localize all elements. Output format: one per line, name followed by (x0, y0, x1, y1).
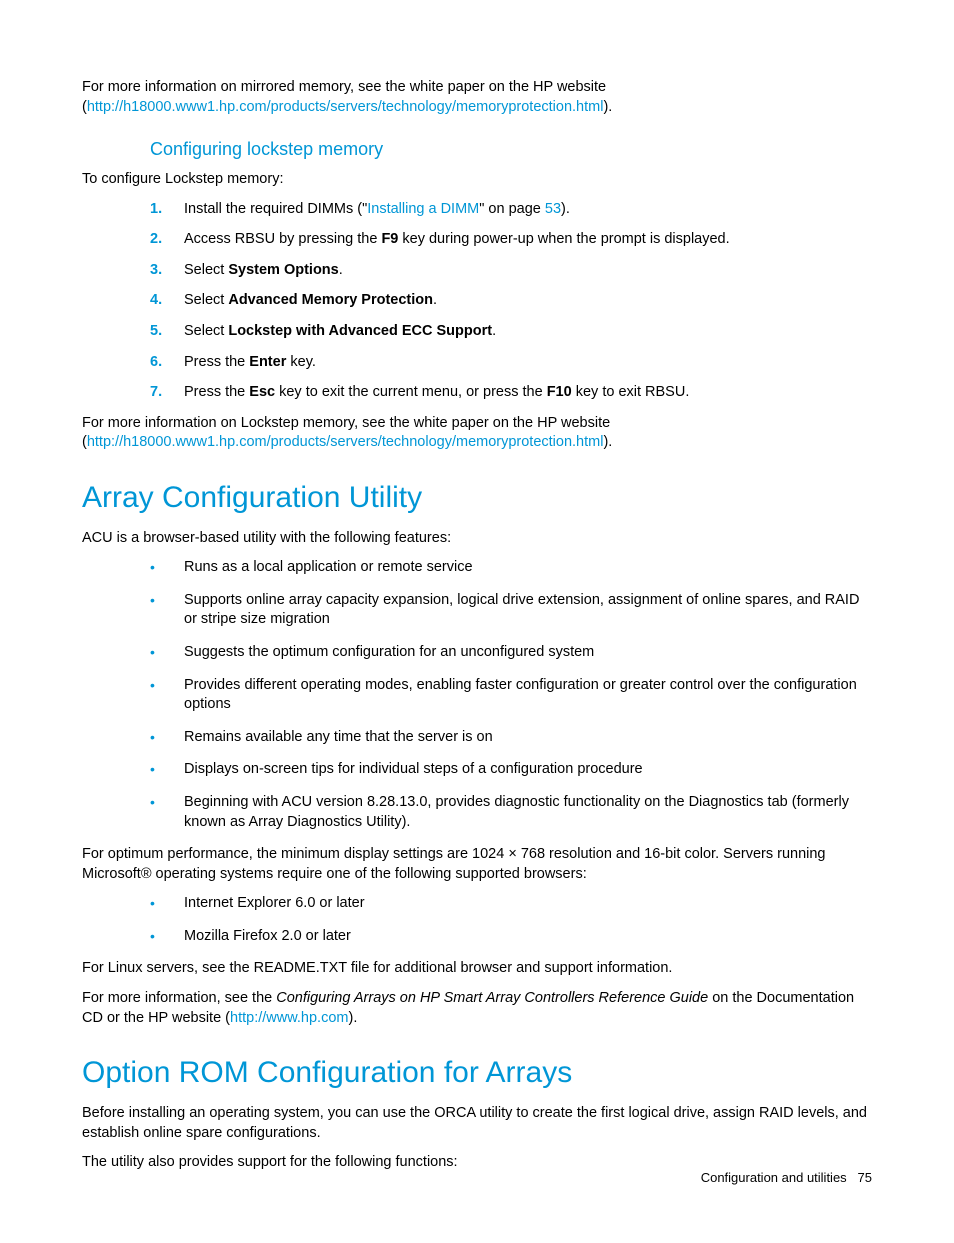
lockstep-intro: To configure Lockstep memory: (82, 170, 872, 190)
list-number: 7. (150, 383, 184, 403)
bold-text: F10 (547, 384, 572, 400)
list-item: •Displays on-screen tips for individual … (150, 760, 872, 780)
list-item: •Provides different operating modes, ena… (150, 676, 872, 715)
list-number: 1. (150, 200, 184, 220)
lockstep-steps-list: 1.Install the required DIMMs ("Installin… (150, 200, 872, 403)
list-content: Displays on-screen tips for individual s… (184, 760, 643, 780)
orca-paragraph-1: Before installing an operating system, y… (82, 1104, 872, 1143)
memoryprotection-link-1[interactable]: http://h18000.www1.hp.com/products/serve… (87, 99, 604, 115)
list-content: Beginning with ACU version 8.28.13.0, pr… (184, 793, 872, 832)
list-item: 6.Press the Enter key. (150, 353, 872, 373)
bullet-icon: • (150, 676, 184, 696)
page: For more information on mirrored memory,… (0, 0, 954, 1243)
list-content: Select System Options. (184, 261, 343, 281)
acu-intro: ACU is a browser-based utility with the … (82, 529, 872, 549)
list-content: Supports online array capacity expansion… (184, 591, 872, 630)
bullet-icon: • (150, 927, 184, 947)
list-number: 3. (150, 261, 184, 281)
list-item: •Supports online array capacity expansio… (150, 591, 872, 630)
list-item: 7.Press the Esc key to exit the current … (150, 383, 872, 403)
list-content: Mozilla Firefox 2.0 or later (184, 927, 351, 947)
bullet-icon: • (150, 793, 184, 813)
footer-section-label: Configuration and utilities (701, 1170, 847, 1185)
bullet-icon: • (150, 894, 184, 914)
list-content: Provides different operating modes, enab… (184, 676, 872, 715)
list-content: Suggests the optimum configuration for a… (184, 643, 594, 663)
list-item: 3.Select System Options. (150, 261, 872, 281)
list-item: 5.Select Lockstep with Advanced ECC Supp… (150, 322, 872, 342)
subsection-heading-lockstep: Configuring lockstep memory (150, 139, 872, 160)
page-reference-link[interactable]: 53 (545, 201, 561, 217)
list-content: Install the required DIMMs ("Installing … (184, 200, 570, 220)
list-content: Internet Explorer 6.0 or later (184, 894, 365, 914)
acu-more-info: For more information, see the Configurin… (82, 989, 872, 1028)
list-content: Select Advanced Memory Protection. (184, 291, 437, 311)
hp-website-link[interactable]: http://www.hp.com (230, 1010, 348, 1026)
text: For more information, see the (82, 990, 276, 1006)
list-item: •Beginning with ACU version 8.28.13.0, p… (150, 793, 872, 832)
list-item: •Internet Explorer 6.0 or later (150, 894, 872, 914)
lockstep-outro: For more information on Lockstep memory,… (82, 414, 872, 453)
list-number: 6. (150, 353, 184, 373)
bold-text: Advanced Memory Protection (228, 292, 433, 308)
acu-performance-note: For optimum performance, the minimum dis… (82, 845, 872, 884)
text: ). (603, 99, 612, 115)
list-number: 5. (150, 322, 184, 342)
bullet-icon: • (150, 643, 184, 663)
list-item: •Suggests the optimum configuration for … (150, 643, 872, 663)
list-item: •Mozilla Firefox 2.0 or later (150, 927, 872, 947)
page-footer: Configuration and utilities 75 (701, 1170, 872, 1185)
bold-text: F9 (381, 231, 398, 247)
list-item: •Runs as a local application or remote s… (150, 558, 872, 578)
footer-page-number: 75 (858, 1170, 872, 1185)
bullet-icon: • (150, 558, 184, 578)
list-content: Select Lockstep with Advanced ECC Suppor… (184, 322, 496, 342)
list-content: Access RBSU by pressing the F9 key durin… (184, 230, 730, 250)
list-number: 4. (150, 291, 184, 311)
section-heading-acu: Array Configuration Utility (82, 481, 872, 515)
bullet-icon: • (150, 728, 184, 748)
text: ). (603, 434, 612, 450)
list-content: Press the Enter key. (184, 353, 316, 373)
bullet-icon: • (150, 591, 184, 611)
bold-text: System Options (228, 262, 338, 278)
memoryprotection-link-2[interactable]: http://h18000.www1.hp.com/products/serve… (87, 434, 604, 450)
bold-text: Enter (249, 354, 286, 370)
list-item: 1.Install the required DIMMs ("Installin… (150, 200, 872, 220)
intro-paragraph: For more information on mirrored memory,… (82, 78, 872, 117)
acu-features-list: •Runs as a local application or remote s… (150, 558, 872, 832)
bullet-icon: • (150, 760, 184, 780)
acu-linux-note: For Linux servers, see the README.TXT fi… (82, 959, 872, 979)
list-item: 2.Access RBSU by pressing the F9 key dur… (150, 230, 872, 250)
acu-browsers-list: •Internet Explorer 6.0 or later•Mozilla … (150, 894, 872, 946)
bold-text: Esc (249, 384, 275, 400)
bold-text: Lockstep with Advanced ECC Support (228, 323, 492, 339)
list-item: 4.Select Advanced Memory Protection. (150, 291, 872, 311)
list-content: Press the Esc key to exit the current me… (184, 383, 689, 403)
text: ). (348, 1010, 357, 1026)
list-number: 2. (150, 230, 184, 250)
list-content: Runs as a local application or remote se… (184, 558, 473, 578)
list-content: Remains available any time that the serv… (184, 728, 493, 748)
section-heading-orca: Option ROM Configuration for Arrays (82, 1056, 872, 1090)
cross-reference-link[interactable]: Installing a DIMM (367, 201, 479, 217)
list-item: •Remains available any time that the ser… (150, 728, 872, 748)
reference-guide-title: Configuring Arrays on HP Smart Array Con… (276, 990, 708, 1006)
